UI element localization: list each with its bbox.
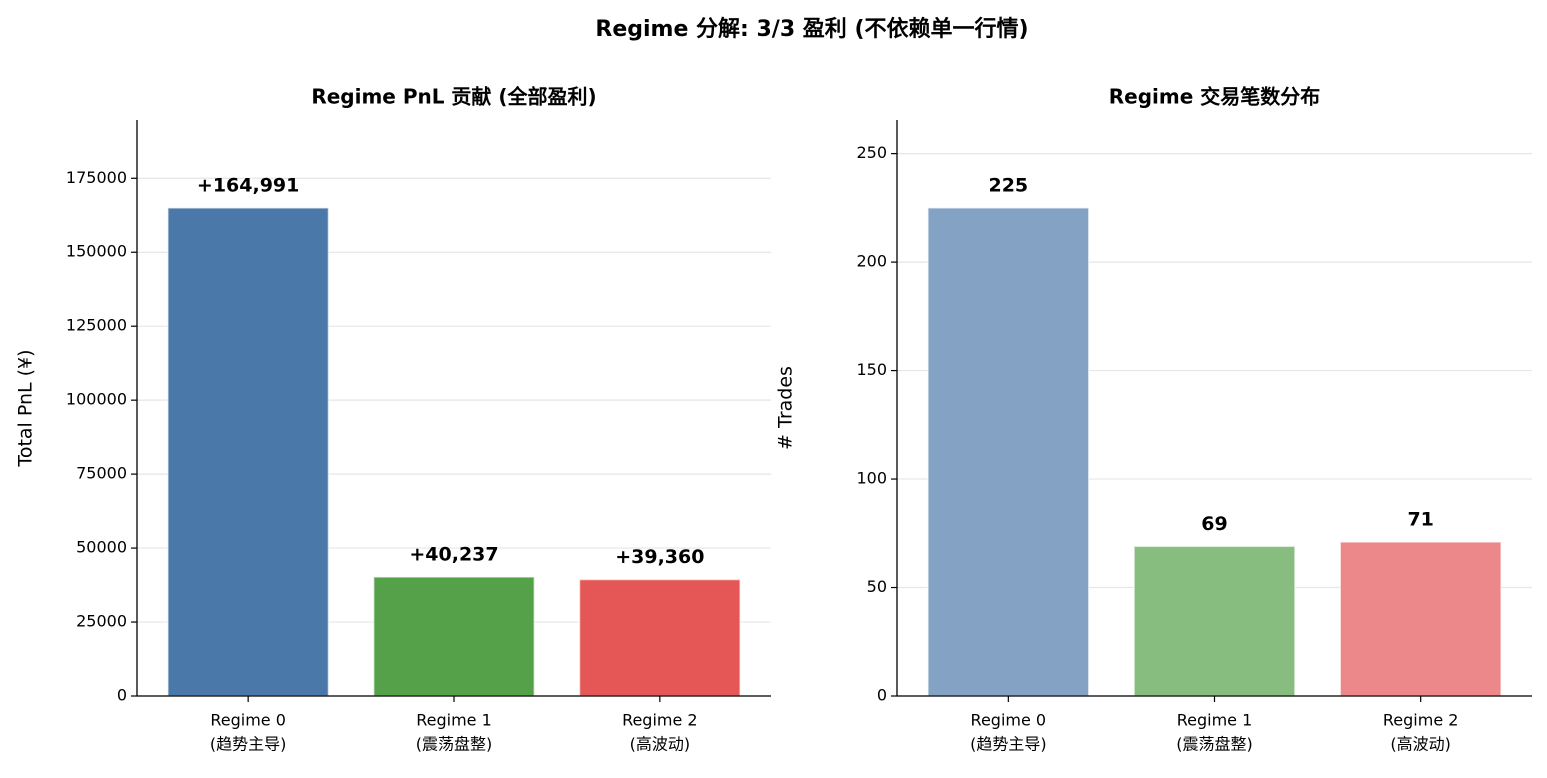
x-tick-label: (高波动) [630, 735, 691, 754]
bar [372, 576, 536, 697]
value-label: 71 [1407, 508, 1433, 530]
value-label: 225 [988, 174, 1028, 196]
subplot-title: Regime PnL 贡献 (全部盈利) [311, 85, 596, 109]
figure-title: Regime 分解: 3/3 盈利 (不依赖单一行情) [595, 16, 1028, 42]
x-tick-label: Regime 2 [1383, 711, 1459, 730]
bar [578, 578, 741, 697]
x-tick-label: (高波动) [1390, 735, 1451, 754]
x-tick-label: Regime 0 [210, 711, 286, 730]
value-label: 69 [1201, 513, 1227, 535]
x-tick-label: (震荡盘整) [416, 735, 493, 754]
x-tick-label: (趋势主导) [970, 735, 1047, 754]
bar [1133, 545, 1296, 697]
y-tick-label: 75000 [76, 464, 127, 483]
bar [167, 207, 330, 697]
y-tick-label: 150 [856, 360, 887, 379]
bar [927, 207, 1090, 697]
y-tick-label: 125000 [66, 316, 127, 335]
y-tick-label: 150000 [66, 242, 127, 261]
y-axis-label: # Trades [775, 366, 797, 450]
y-axis-label: Total PnL (¥) [15, 349, 37, 467]
y-tick-label: 0 [117, 686, 127, 705]
x-tick-label: Regime 1 [416, 711, 492, 730]
value-label: +40,237 [409, 543, 498, 565]
x-tick-label: (趋势主导) [210, 735, 287, 754]
y-tick-label: 25000 [76, 612, 127, 631]
y-tick-label: 175000 [66, 168, 127, 187]
y-tick-label: 200 [856, 252, 887, 271]
y-tick-label: 0 [877, 686, 887, 705]
subplot-title: Regime 交易笔数分布 [1109, 85, 1321, 109]
bar [1339, 541, 1502, 697]
x-tick-label: Regime 2 [622, 711, 698, 730]
y-tick-label: 100000 [66, 390, 127, 409]
y-tick-label: 50 [867, 577, 887, 596]
y-tick-label: 250 [856, 143, 887, 162]
y-tick-label: 100 [856, 469, 887, 488]
x-tick-label: (震荡盘整) [1176, 735, 1253, 754]
x-tick-label: Regime 1 [1177, 711, 1253, 730]
value-label: +39,360 [615, 546, 704, 568]
x-tick-label: Regime 0 [971, 711, 1047, 730]
value-label: +164,991 [197, 174, 299, 196]
y-tick-label: 50000 [76, 538, 127, 557]
